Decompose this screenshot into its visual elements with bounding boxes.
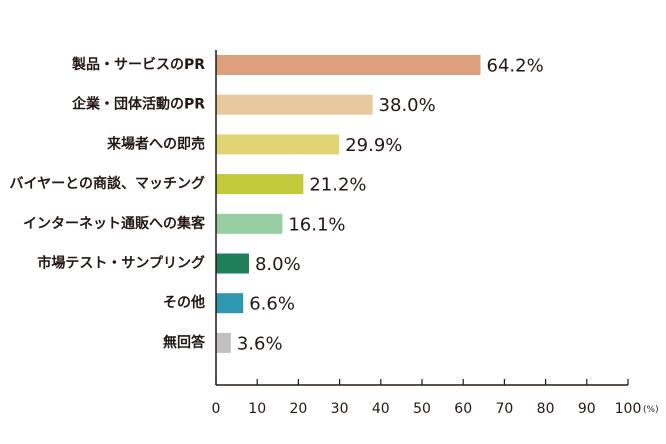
- value-label: 21.2%: [309, 175, 366, 196]
- x-tick-label: 0: [212, 401, 221, 417]
- value-label: 16.1%: [288, 214, 345, 235]
- value-label: 6.6%: [249, 294, 295, 315]
- x-tick-label: 80: [537, 401, 555, 417]
- x-tick-label: 30: [331, 401, 349, 417]
- category-label: 企業・団体活動のPR: [71, 96, 205, 113]
- x-tick-label: 40: [372, 401, 390, 417]
- bar: [216, 293, 244, 314]
- category-labels: 製品・サービスのPR 企業・団体活動のPR 来場者への即売バイヤーとの商談、マッチン…: [10, 56, 206, 351]
- x-tick-label: 20: [289, 401, 307, 417]
- category-label: 製品・サービスのPR: [71, 56, 205, 73]
- bar: [216, 94, 373, 115]
- value-label: 8.0%: [255, 254, 301, 275]
- x-tick-label: 10: [248, 401, 266, 417]
- category-label: バイヤーとの商談、マッチング: [10, 175, 205, 192]
- value-label: 38.0%: [379, 95, 436, 116]
- category-label: 来場者への即売: [106, 135, 205, 152]
- category-label: 無回答: [163, 334, 206, 351]
- value-label: 3.6%: [237, 333, 283, 354]
- value-labels: 64.2% 38.0% 29.9% 21.2% 16.1% 8.0% 6.6% 3.6%: [237, 56, 544, 355]
- x-tick-label: 50: [413, 401, 431, 417]
- bar: [216, 332, 231, 353]
- x-axis-unit-label: (%): [643, 405, 659, 415]
- x-tick-label: 60: [454, 401, 472, 417]
- bar: [216, 134, 340, 155]
- bar: [216, 213, 283, 234]
- x-tick-label: 90: [578, 401, 596, 417]
- category-label: その他: [163, 294, 205, 311]
- x-tick-label: 70: [495, 401, 513, 417]
- bars-group: [216, 55, 481, 353]
- value-label: 64.2%: [487, 56, 544, 77]
- category-label: インターネット通販への集客: [23, 215, 206, 232]
- x-tick-label: 100: [615, 401, 642, 417]
- bar: [216, 55, 481, 75]
- value-label: 29.9%: [345, 135, 402, 156]
- category-label: 市場テスト・サンプリング: [37, 255, 205, 272]
- bar: [216, 253, 249, 274]
- bar: [216, 174, 304, 195]
- x-axis-ticks: 0 10 20 30 40 50 60 70 80 90 100: [212, 379, 642, 417]
